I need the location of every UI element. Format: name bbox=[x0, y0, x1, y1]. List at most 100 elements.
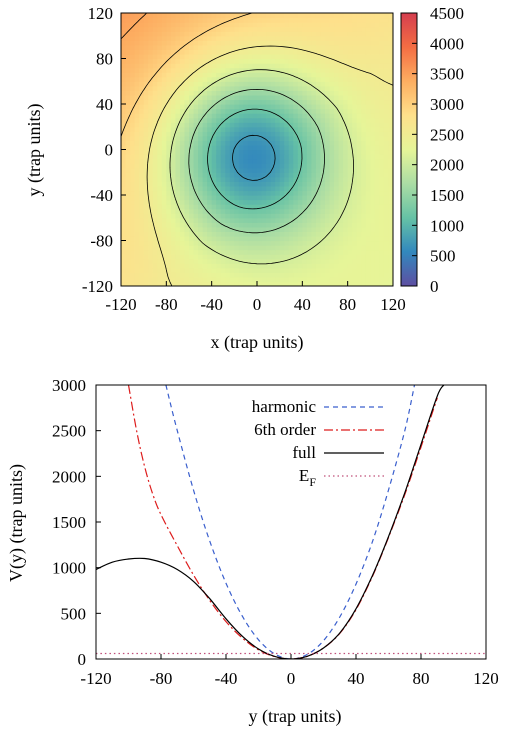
heatmap-cell bbox=[379, 108, 385, 114]
heatmap-cell bbox=[125, 213, 131, 219]
heatmap-cell bbox=[193, 85, 199, 91]
heatmap-cell bbox=[148, 231, 154, 237]
heatmap-cell bbox=[329, 195, 335, 201]
heatmap-cell bbox=[247, 240, 254, 246]
heatmap-cell bbox=[184, 154, 190, 160]
heatmap-cell bbox=[211, 154, 217, 160]
heatmap-cell bbox=[229, 63, 235, 69]
heatmap-cell bbox=[365, 235, 371, 242]
heatmap-cell bbox=[338, 131, 344, 137]
heatmap-cell bbox=[297, 276, 303, 283]
heatmap-cell bbox=[216, 276, 222, 283]
heatmap-cell bbox=[306, 190, 312, 196]
heatmap-cell bbox=[220, 22, 226, 28]
heatmap-cell bbox=[121, 63, 127, 69]
heatmap-cell bbox=[320, 85, 326, 91]
heatmap-cell bbox=[261, 235, 267, 242]
heatmap-cell bbox=[198, 149, 204, 155]
heatmap-cell bbox=[189, 135, 195, 141]
heatmap-cell bbox=[216, 85, 222, 91]
legend: harmonic 6th order full EF bbox=[252, 397, 384, 489]
heatmap-cell bbox=[257, 13, 263, 19]
heatmap-cell bbox=[161, 190, 167, 196]
heatmap-cell bbox=[157, 122, 163, 128]
heatmap-cell bbox=[338, 53, 344, 60]
heatmap-cell bbox=[388, 63, 393, 69]
heatmap-cell bbox=[198, 113, 204, 119]
heatmap-cell bbox=[288, 181, 294, 187]
heatmap-cell bbox=[293, 67, 299, 73]
heatmap-cell bbox=[130, 149, 136, 155]
heatmap-cell bbox=[143, 276, 149, 283]
heatmap-cell bbox=[179, 181, 186, 187]
heatmap-cell bbox=[216, 208, 222, 214]
heatmap-cell bbox=[388, 26, 393, 32]
heatmap-cell bbox=[334, 226, 340, 232]
heatmap-cell bbox=[297, 240, 303, 246]
heatmap-cell bbox=[297, 213, 303, 219]
heatmap-cell bbox=[266, 94, 272, 101]
heatmap-cell bbox=[139, 213, 145, 219]
heatmap-cell bbox=[189, 235, 195, 242]
heatmap-cell bbox=[157, 281, 163, 286]
heatmap-cell bbox=[352, 131, 358, 137]
heatmap-x-tick-label: -40 bbox=[200, 295, 223, 314]
heatmap-cell bbox=[216, 135, 222, 141]
heatmap-cell bbox=[334, 167, 340, 173]
heatmap-cell bbox=[379, 104, 385, 110]
heatmap-cell bbox=[211, 26, 217, 32]
heatmap-cell bbox=[293, 217, 299, 223]
heatmap-cell bbox=[166, 40, 172, 46]
heatmap-cell bbox=[179, 258, 186, 264]
heatmap-cell bbox=[216, 254, 222, 260]
heatmap-cell bbox=[211, 176, 217, 182]
heatmap-cell bbox=[252, 31, 258, 37]
heatmap-cell bbox=[266, 76, 272, 82]
heatmap-cell bbox=[252, 213, 258, 219]
heatmap-cell bbox=[207, 113, 213, 119]
heatmap-cell bbox=[247, 213, 254, 219]
heatmap-cell bbox=[148, 263, 154, 269]
heatmap-cell bbox=[338, 276, 344, 283]
heatmap-cell bbox=[284, 235, 290, 242]
heatmap-cell bbox=[139, 281, 145, 286]
heatmap-cell bbox=[175, 131, 181, 137]
heatmap-cell bbox=[370, 67, 376, 73]
colorbar-tick-label: 4500 bbox=[430, 4, 464, 23]
heatmap-cell bbox=[189, 231, 195, 237]
heatmap-cell bbox=[315, 195, 322, 201]
heatmap-cell bbox=[211, 49, 217, 55]
heatmap-cell bbox=[238, 199, 244, 205]
heatmap-cell bbox=[261, 154, 267, 160]
heatmap-cell bbox=[234, 140, 240, 146]
heatmap-cell bbox=[225, 158, 231, 164]
heatmap-cell bbox=[347, 226, 353, 232]
heatmap-cell bbox=[134, 154, 140, 160]
heatmap-cell bbox=[257, 226, 263, 232]
heatmap-cell bbox=[370, 154, 376, 160]
heatmap-cell bbox=[193, 35, 199, 41]
heatmap-cell bbox=[383, 17, 390, 23]
heatmap-cell bbox=[216, 126, 222, 132]
heatmap-cell bbox=[311, 185, 317, 192]
heatmap-cell bbox=[189, 90, 195, 96]
heatmap-cell bbox=[257, 22, 263, 28]
heatmap-cell bbox=[130, 40, 136, 46]
heatmap-cell bbox=[143, 249, 149, 255]
heatmap-cell bbox=[370, 90, 376, 96]
heatmap-cell bbox=[243, 185, 249, 192]
heatmap-cell bbox=[170, 67, 176, 73]
heatmap-cell bbox=[374, 13, 380, 19]
heatmap-cell bbox=[179, 240, 186, 246]
heatmap-cell bbox=[252, 281, 258, 286]
heatmap-cell bbox=[383, 163, 390, 169]
heatmap-cell bbox=[166, 58, 172, 64]
heatmap-cell bbox=[130, 267, 136, 273]
heatmap-cell bbox=[284, 90, 290, 96]
heatmap-cell bbox=[338, 94, 344, 101]
heatmap-cell bbox=[152, 281, 158, 286]
heatmap-cell bbox=[275, 267, 281, 273]
heatmap-cell bbox=[311, 131, 317, 137]
heatmap-cell bbox=[198, 44, 204, 50]
